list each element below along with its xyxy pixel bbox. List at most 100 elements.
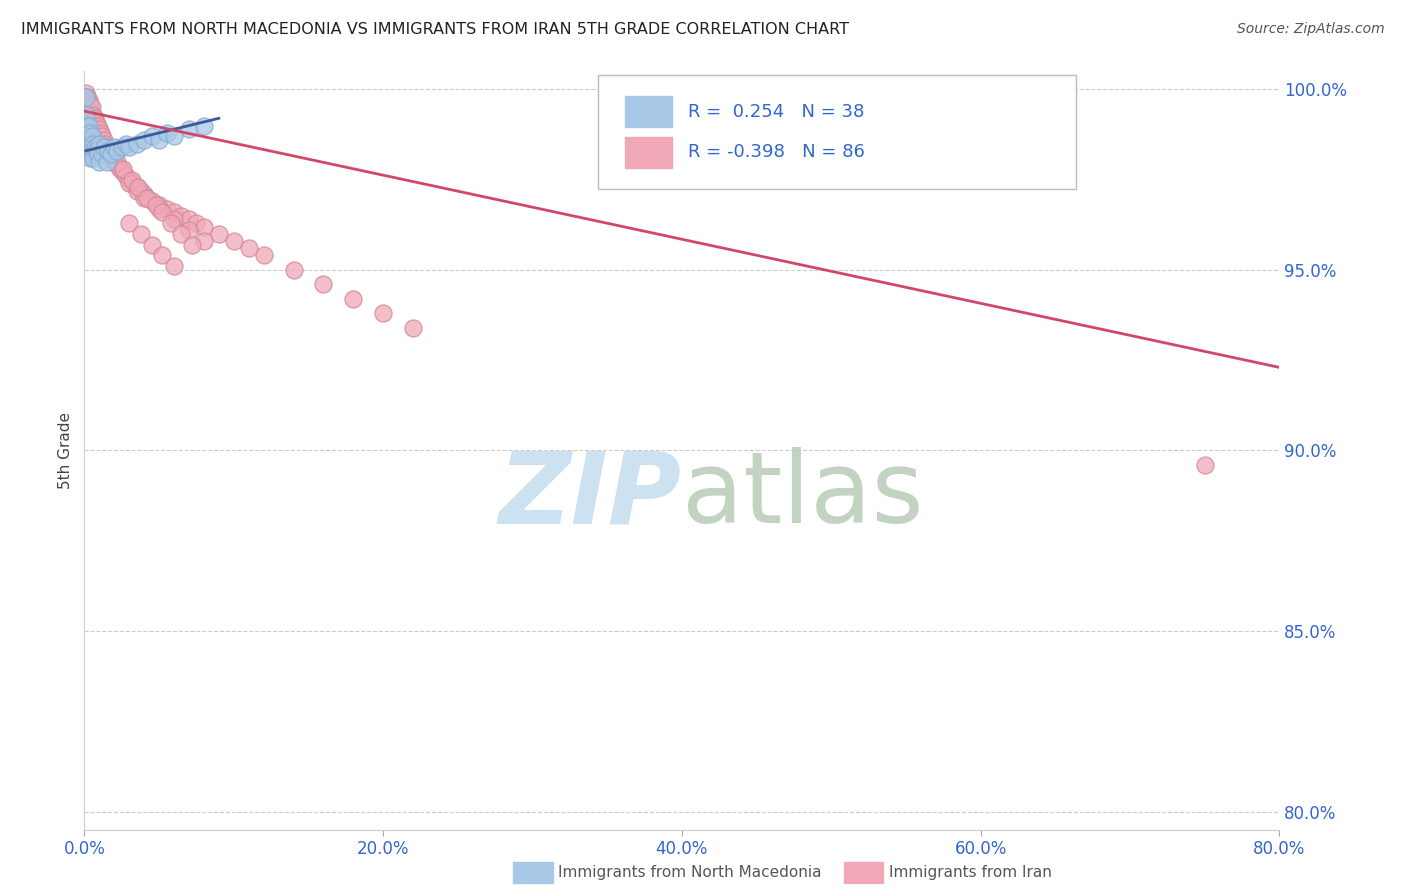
Point — [342, 292, 364, 306]
Text: R = -0.398   N = 86: R = -0.398 N = 86 — [688, 144, 865, 161]
Point — [76, 129, 98, 144]
Point — [127, 180, 149, 194]
Point — [118, 176, 141, 190]
Point — [79, 151, 101, 165]
Bar — [624, 137, 672, 168]
Point — [79, 126, 101, 140]
Point — [125, 136, 148, 151]
Point — [238, 241, 260, 255]
Point — [76, 100, 98, 114]
Point — [76, 112, 98, 126]
Point — [402, 320, 425, 334]
Point — [129, 184, 152, 198]
Point — [82, 136, 104, 151]
Point — [83, 112, 105, 126]
Point — [94, 136, 117, 151]
Point — [80, 112, 103, 126]
Point — [83, 140, 105, 154]
Point — [163, 260, 186, 274]
Point — [75, 108, 97, 122]
Point — [181, 237, 204, 252]
Point — [100, 147, 122, 161]
Point — [91, 129, 114, 144]
Point — [77, 104, 100, 119]
Point — [110, 161, 132, 176]
Point — [77, 126, 100, 140]
Point — [98, 147, 121, 161]
Point — [86, 126, 108, 140]
Point — [186, 216, 208, 230]
Text: Source: ZipAtlas.com: Source: ZipAtlas.com — [1237, 22, 1385, 37]
Point — [1194, 458, 1216, 472]
Point — [86, 115, 108, 129]
Point — [96, 140, 118, 154]
Point — [121, 172, 143, 186]
Point — [129, 227, 152, 241]
Point — [177, 223, 200, 237]
Point — [125, 180, 148, 194]
Point — [121, 176, 143, 190]
Point — [136, 191, 159, 205]
FancyBboxPatch shape — [599, 75, 1077, 189]
Point — [80, 144, 103, 158]
Y-axis label: 5th Grade: 5th Grade — [58, 412, 73, 489]
Point — [96, 154, 118, 169]
Point — [148, 198, 170, 212]
Point — [76, 89, 98, 103]
Point — [82, 151, 104, 165]
Point — [77, 119, 100, 133]
Text: atlas: atlas — [682, 448, 924, 544]
Point — [105, 144, 128, 158]
Point — [80, 122, 103, 136]
Point — [155, 126, 177, 140]
Point — [77, 93, 100, 107]
Text: Immigrants from North Macedonia: Immigrants from North Macedonia — [558, 865, 821, 880]
Point — [79, 108, 101, 122]
Point — [100, 151, 122, 165]
Point — [115, 136, 138, 151]
Point — [89, 122, 111, 136]
Point — [86, 144, 108, 158]
Point — [150, 248, 173, 262]
Point — [90, 126, 112, 140]
Point — [75, 108, 97, 122]
Point — [77, 133, 100, 147]
Point — [132, 191, 156, 205]
Point — [163, 205, 186, 219]
Point — [93, 140, 115, 154]
Point — [75, 89, 97, 103]
Point — [79, 119, 101, 133]
Point — [112, 161, 135, 176]
Point — [83, 122, 105, 136]
Point — [170, 209, 193, 223]
Point — [76, 122, 98, 136]
Point — [132, 133, 156, 147]
Point — [105, 158, 128, 172]
Point — [97, 144, 120, 158]
Point — [118, 216, 141, 230]
Point — [76, 119, 98, 133]
Point — [141, 237, 163, 252]
Point — [89, 133, 111, 147]
Point — [80, 129, 103, 144]
Point — [79, 136, 101, 151]
Point — [89, 154, 111, 169]
Point — [118, 172, 141, 186]
Point — [125, 184, 148, 198]
Point — [132, 187, 156, 202]
Point — [141, 194, 163, 209]
Point — [112, 165, 135, 179]
Point — [87, 119, 110, 133]
Point — [170, 227, 193, 241]
Point — [80, 100, 103, 114]
Point — [150, 205, 173, 219]
Text: R =  0.254   N = 38: R = 0.254 N = 38 — [688, 103, 865, 120]
Point — [100, 147, 122, 161]
Point — [97, 144, 120, 158]
Point — [148, 202, 170, 216]
Point — [115, 169, 138, 183]
Point — [145, 198, 167, 212]
Point — [91, 147, 114, 161]
Point — [118, 140, 141, 154]
Point — [312, 277, 335, 292]
